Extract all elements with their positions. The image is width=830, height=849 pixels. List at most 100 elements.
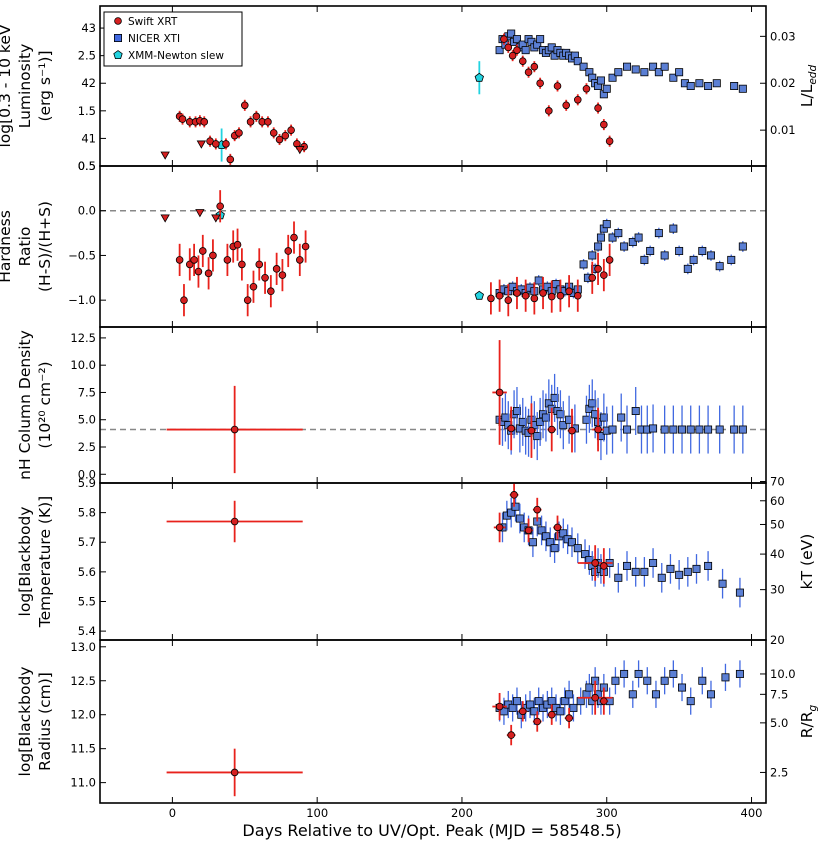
swift-point [504, 296, 513, 304]
nicer-point [686, 425, 695, 434]
y-tick-label: −0.5 [68, 248, 96, 262]
y-tick-label: 42 [81, 76, 96, 90]
nicer-point [495, 46, 504, 55]
nicer-point [608, 73, 617, 82]
swift-point [226, 155, 235, 164]
series-nicer-xti [495, 29, 747, 99]
upper-limit-marker [196, 140, 207, 149]
panel-frame [99, 482, 767, 641]
y-label-line: (10²⁰ cm⁻²) [36, 361, 54, 448]
xmm-point [474, 72, 484, 82]
y2-tick-label: 50 [770, 517, 785, 531]
swift-point [249, 282, 258, 291]
nicer-point [617, 413, 626, 422]
swift-point [539, 289, 547, 297]
y2-tick-label: 70 [770, 475, 785, 489]
nicer-point [654, 229, 663, 238]
swift-point [301, 242, 310, 251]
series-swift-xrt [175, 190, 614, 317]
series-swift-xrt [166, 340, 604, 474]
swift-point [272, 265, 281, 273]
nicer-point [727, 255, 736, 264]
legend-box [103, 11, 243, 67]
swift-point [281, 131, 290, 140]
upper-limit-marker [195, 209, 205, 218]
nicer-point [536, 35, 545, 44]
y2-tick-label: 30 [770, 583, 785, 597]
y-tick-label: 1.5 [78, 104, 96, 118]
y-tick-label: 12.5 [70, 674, 96, 688]
series-xmm-newton-slew [216, 61, 484, 162]
swift-point [194, 267, 203, 276]
nicer-point [730, 425, 739, 434]
x-tick-label: 300 [596, 806, 618, 820]
x-axis-ticks [171, 483, 753, 640]
y-axis-ticks: 0.5 41 1.5 42 2.5 43 [78, 21, 106, 173]
y-tick-label: 5.7 [78, 535, 96, 549]
legend-marker-circle [114, 17, 122, 25]
swift-point [252, 112, 261, 121]
y2-tick-label: 0.02 [770, 76, 796, 90]
y2-tick-label: 40 [770, 547, 785, 561]
y-axis-label-radius: log[Blackbody Radius (cm)] [16, 667, 54, 777]
y-axis-ticks: 0.0 2.5 5.0 7.5 10.0 12.5 [70, 331, 106, 481]
nicer-point [649, 558, 658, 567]
nicer-point [640, 567, 649, 576]
secondary-y-axis: 2.5 5.0 7.5 10.0 R/Rg [760, 667, 819, 779]
nicer-point [666, 564, 675, 573]
swift-point [594, 104, 602, 112]
nicer-point [608, 425, 617, 434]
nicer-point [515, 514, 524, 523]
swift-point [209, 251, 217, 260]
nicer-point [628, 690, 637, 699]
y-tick-label: 0.5 [78, 159, 96, 173]
x-tick-label: 200 [451, 806, 473, 820]
swift-point [524, 68, 533, 77]
nicer-point [692, 564, 701, 573]
nicer-point [512, 406, 521, 415]
swift-point [269, 129, 278, 137]
swift-point [565, 287, 573, 296]
nicer-point [660, 62, 669, 71]
y-tick-label: 10.0 [70, 358, 96, 372]
nicer-point [569, 703, 578, 712]
secondary-y-axis: 0.01 0.02 0.03 L/Ledd [760, 29, 819, 137]
swift-point [565, 714, 573, 722]
swift-point [275, 135, 284, 144]
swift-point [216, 202, 224, 211]
swift-point [504, 43, 513, 52]
nicer-point [660, 676, 669, 685]
nicer-point [730, 82, 739, 91]
panel-frame [99, 165, 767, 328]
nicer-point [585, 683, 594, 692]
nicer-point [649, 424, 658, 433]
y-tick-label: 0.0 [78, 204, 96, 218]
y-label-line: nH Column Density [16, 330, 34, 480]
swift-point [568, 426, 576, 435]
swift-point [290, 233, 298, 242]
swift-point [547, 292, 556, 301]
nicer-point [588, 251, 597, 260]
nicer-point [602, 84, 611, 93]
y-tick-label: 13.0 [70, 640, 96, 654]
plot-area-hardness [100, 190, 766, 317]
swift-point [536, 79, 544, 88]
y-label-line: Temperature (K)] [36, 496, 54, 628]
nicer-point [579, 62, 588, 71]
series-swift-xrt-upper-limits [160, 140, 305, 160]
swift-point [513, 289, 521, 297]
nicer-point [704, 82, 713, 91]
nicer-point [695, 425, 704, 434]
x-axis-ticks [171, 327, 753, 483]
y-tick-label: 12.0 [70, 708, 96, 722]
nicer-point [579, 260, 588, 269]
swift-point [533, 717, 542, 726]
y-tick-label: 41 [81, 131, 96, 145]
series-nicer-xti [495, 660, 744, 729]
nicer-point [712, 79, 721, 88]
nicer-point [567, 538, 576, 547]
y-axis-ticks: 11.0 11.5 12.0 12.5 13.0 [70, 640, 106, 790]
swift-point [518, 57, 527, 65]
y-label-line: log[Blackbody [16, 667, 34, 777]
nicer-point [695, 79, 704, 88]
